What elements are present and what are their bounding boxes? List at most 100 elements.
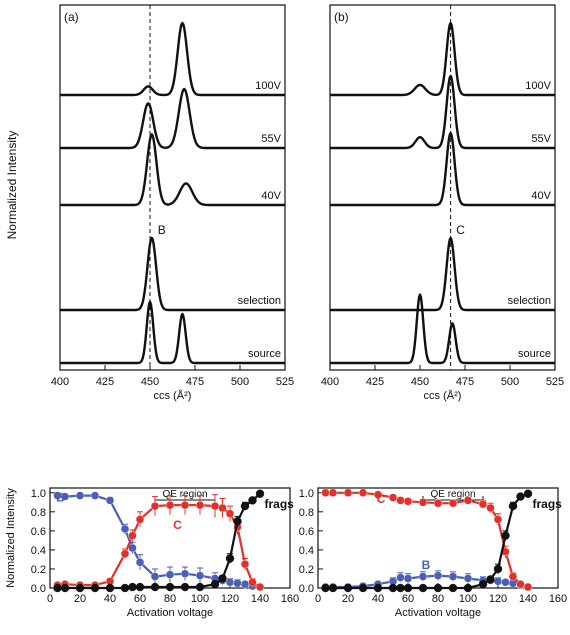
data-point-C (448, 499, 458, 508)
trace-line (329, 293, 556, 365)
x-tick-label: 80 (164, 593, 176, 605)
data-point-B (135, 558, 145, 567)
trace-label: 55V (531, 133, 551, 145)
plot-frame (329, 4, 556, 371)
x-tick-label: 60 (402, 593, 414, 605)
data-point-B (403, 574, 413, 583)
data-point-C (396, 496, 405, 505)
data-point-C (523, 582, 533, 592)
data-point-frags (128, 582, 137, 592)
x-tick-label: 60 (134, 593, 146, 605)
trace-line (329, 131, 556, 207)
trace-line (329, 74, 556, 150)
data-point-frags (255, 489, 265, 498)
y-tick-label: 0.4 (31, 545, 46, 557)
data-point-C (218, 503, 227, 513)
data-point-frags (210, 579, 220, 589)
data-point-B (150, 572, 160, 581)
data-point-frags (60, 583, 70, 593)
ccs-panel-b: (b) 400 425 450 475 500 525 ccs (Å²) 100V 55V 40V s… (321, 4, 564, 402)
data-point-C (343, 488, 353, 497)
x-tick-label: 525 (546, 376, 564, 388)
data-point-C (486, 503, 495, 513)
data-point-C (255, 582, 265, 592)
data-point-B (90, 491, 100, 500)
data-point-frags (358, 583, 368, 593)
series-line-frags (325, 492, 529, 590)
data-point-C (128, 531, 137, 540)
data-point-frags (478, 579, 488, 589)
x-tick-label: 450 (411, 376, 429, 388)
trace-label: 100V (255, 80, 281, 92)
x-tick-label: 425 (96, 376, 114, 388)
data-point-frags (388, 583, 398, 593)
trace-label: source (518, 348, 551, 360)
x-tick-label: 400 (321, 376, 339, 388)
x-tick-label: 500 (501, 376, 519, 388)
x-axis-label: Activation voltage (395, 607, 481, 619)
qe-region-label: QE region (430, 489, 475, 500)
data-point-frags (135, 582, 145, 592)
y-tick-label: 0.4 (299, 545, 314, 557)
data-point-C (493, 515, 503, 524)
x-tick-label: 100 (459, 593, 477, 605)
data-point-frags (433, 583, 443, 593)
data-point-frags (501, 531, 510, 540)
data-point-frags (195, 582, 205, 592)
x-tick-label: 40 (372, 593, 384, 605)
data-point-B (120, 524, 130, 534)
data-point-frags (343, 583, 353, 593)
data-point-B (195, 571, 205, 580)
series-label-frags: frags (533, 497, 563, 511)
data-point-B (165, 570, 175, 579)
x-tick-label: 140 (251, 593, 269, 605)
x-axis-label: Activation voltage (127, 607, 213, 619)
trace-line (59, 236, 286, 312)
x-tick-label: 475 (456, 376, 474, 388)
data-point-frags (120, 583, 130, 593)
data-point-frags (75, 583, 85, 593)
qe-region-label: QE region (162, 489, 207, 500)
trace-line (329, 236, 556, 312)
panel-label: (b) (334, 10, 349, 24)
data-point-frags (321, 583, 330, 593)
x-tick-label: 450 (141, 376, 159, 388)
series-label-frags: frags (265, 497, 295, 511)
x-tick-label: 20 (342, 593, 354, 605)
y-tick-label: 0.6 (31, 526, 46, 538)
series-label-B: B (422, 558, 431, 572)
peak-annotation: B (158, 223, 166, 237)
data-point-B (418, 572, 428, 581)
trace-label: 55V (261, 133, 281, 145)
peak-annotation: C (456, 223, 465, 237)
x-tick-label: 160 (281, 593, 299, 605)
data-point-frags (523, 489, 533, 498)
data-point-C (135, 515, 145, 524)
data-point-C (516, 579, 525, 589)
data-point-B (75, 491, 85, 500)
x-tick-label: 80 (432, 593, 444, 605)
data-point-B (60, 492, 70, 501)
data-point-B (180, 569, 190, 578)
data-point-B (225, 578, 235, 587)
data-point-frags (150, 582, 160, 592)
activation-panel-right: 0 20 40 60 80 100 120 140 160 0.0 0.2 0.4 0.6 0.8 1.0 A… (299, 487, 567, 619)
data-point-frags (233, 517, 242, 526)
data-point-frags (486, 575, 495, 584)
x-tick-label: 500 (231, 376, 249, 388)
data-point-C (248, 578, 257, 587)
data-point-C (478, 499, 488, 509)
data-point-C (180, 500, 190, 510)
data-point-C (150, 501, 160, 511)
series-label-B: B (56, 490, 65, 504)
data-point-C (403, 497, 413, 506)
data-point-frags (240, 501, 250, 511)
data-point-frags (165, 582, 175, 592)
trace-line (329, 21, 556, 97)
data-point-B (433, 571, 443, 580)
y-tick-label: 0.8 (31, 507, 46, 519)
x-tick-label: 160 (549, 593, 567, 605)
data-point-frags (90, 583, 100, 593)
series-label-C: C (377, 492, 386, 506)
